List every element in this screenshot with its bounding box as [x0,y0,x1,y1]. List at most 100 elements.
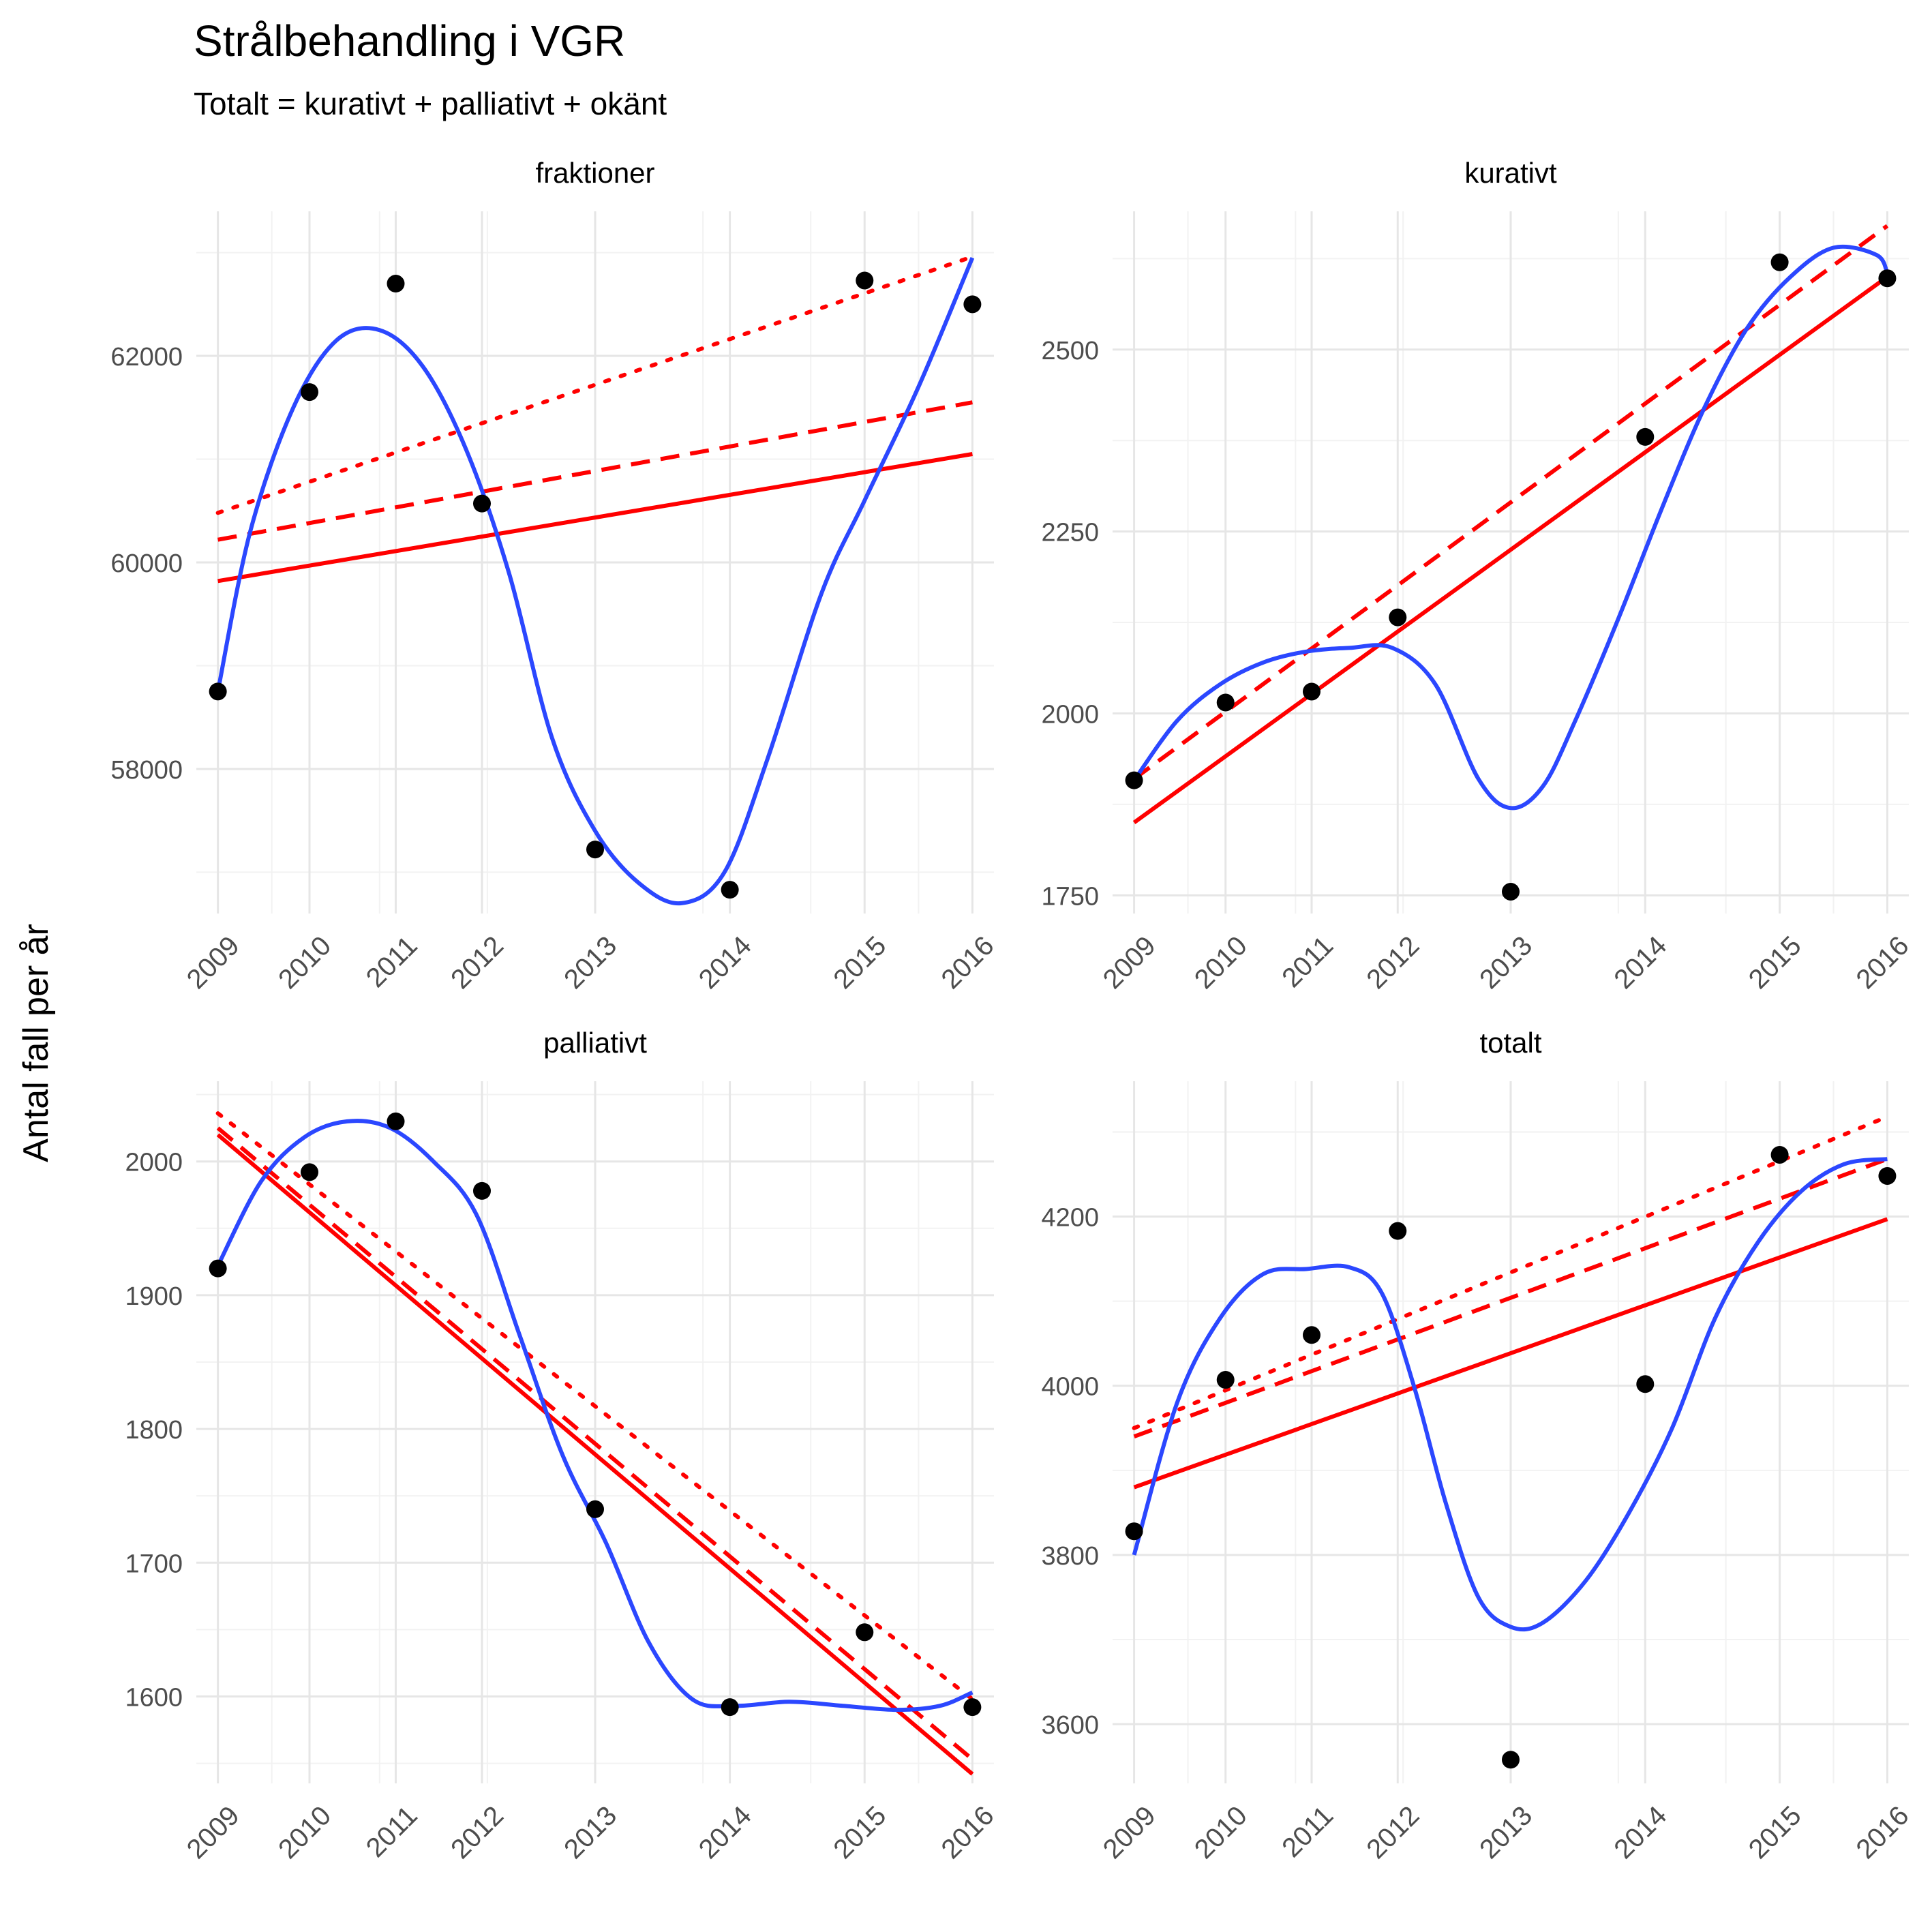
facet-grid: fraktioner 58000 60000 62000 2009 2010 2011 201… [110,157,1914,1865]
trend-line-dotted [215,254,975,515]
trend-line-solid [217,452,973,584]
smooth-curve [215,1119,973,1712]
y-tick-label: 2000 [1041,700,1099,729]
y-tick-label: 60000 [110,549,183,578]
x-tick-label: 2013 [558,931,622,995]
x-tick-label: 2011 [361,1800,423,1863]
y-tick-label: 3600 [1041,1711,1099,1740]
x-tick-label: 2010 [273,1800,337,1865]
x-tick-label: 2012 [1361,931,1425,995]
y-axis-label: Antal fall per år [16,924,56,1162]
data-point [1389,608,1407,627]
y-tick-label: 1800 [125,1416,183,1445]
y-tick-label: 2250 [1041,519,1099,547]
y-tick-label: 4000 [1041,1373,1099,1402]
trend-line-dashed [216,1126,974,1762]
y-tick-label: 2500 [1041,337,1099,365]
data-point [301,383,319,402]
smooth-curve [1132,244,1890,811]
data-point [209,682,227,701]
data-point [586,1500,604,1518]
y-tick-label: 4200 [1041,1204,1099,1233]
data-point [1636,427,1655,446]
y-tick-label: 3800 [1041,1542,1099,1571]
facet-kurativt: kurativt 1750 2000 2250 2500 2009 2010 2011 2012… [1041,157,1914,995]
trend-line-dotted [215,1111,975,1702]
x-tick-label: 2015 [1743,931,1807,995]
x-tick-label: 2016 [1851,931,1915,995]
trend-line-dotted [1132,1115,1890,1430]
data-point [1636,1375,1655,1393]
data-point [721,1698,739,1717]
x-tick-label: 2011 [1276,1800,1339,1863]
y-tick-label: 62000 [110,343,183,372]
x-tick-label: 2015 [1743,1800,1807,1865]
x-tick-label: 2014 [1608,931,1672,995]
trend-line-solid [1132,275,1889,825]
data-point [387,275,405,293]
x-tick-label: 2016 [936,931,1000,995]
data-point [472,1181,491,1200]
trend-line-solid [216,1133,974,1776]
data-point [1878,1166,1897,1185]
data-point [209,1259,227,1278]
x-tick-label: 2012 [445,1800,509,1865]
x-tick-label: 2011 [1276,931,1339,993]
x-tick-label: 2015 [828,931,892,995]
facet-strip-label: palliativt [543,1027,647,1059]
data-point [1878,269,1897,288]
data-point [1303,682,1320,701]
data-point [1389,1222,1407,1240]
x-tick-label: 2009 [1098,1800,1162,1865]
y-tick-label: 1900 [125,1282,183,1311]
x-tick-label: 2010 [1189,1800,1253,1865]
x-tick-label: 2013 [1474,931,1538,995]
trend-line-solid [1133,1217,1888,1490]
x-tick-label: 2010 [1189,931,1253,995]
trend-line-dashed [1133,1157,1888,1439]
data-point [472,494,491,513]
x-tick-label: 2014 [693,931,757,995]
data-point [963,1698,982,1717]
x-tick-label: 2011 [361,931,423,993]
smooth-curve [215,257,975,906]
data-point [963,295,982,314]
x-tick-label: 2010 [273,931,337,995]
x-tick-label: 2014 [1608,1800,1672,1865]
x-tick-label: 2012 [1361,1800,1425,1865]
y-tick-label: 58000 [110,756,183,785]
facet-strip-label: totalt [1479,1027,1541,1059]
facet-strip-label: fraktioner [535,157,654,189]
data-point [1770,1145,1789,1164]
facet-strip-label: kurativt [1464,157,1557,189]
data-point [1216,693,1235,712]
y-tick-label: 1600 [125,1683,183,1712]
facet-totalt: totalt 3600 3800 4000 4200 2009 2010 2011 2012 20… [1041,1027,1914,1865]
data-point [301,1163,319,1181]
data-point [856,1623,874,1642]
data-point [1125,1522,1143,1541]
data-point [1502,1751,1520,1769]
data-point [1502,882,1520,901]
data-point [721,881,739,899]
y-tick-label: 1750 [1041,882,1099,911]
x-tick-label: 2015 [828,1800,892,1865]
data-point [856,271,874,290]
data-point [387,1112,405,1130]
trend-line-dashed [1132,224,1889,781]
data-point [586,841,604,859]
x-tick-label: 2009 [181,931,245,995]
y-tick-label: 2000 [125,1149,183,1177]
x-tick-label: 2013 [1474,1800,1538,1865]
y-tick-label: 1700 [125,1550,183,1578]
x-tick-label: 2014 [693,1800,757,1865]
data-point [1303,1326,1320,1344]
x-tick-label: 2013 [558,1800,622,1865]
x-tick-label: 2012 [445,931,509,995]
x-tick-label: 2016 [1851,1800,1915,1865]
trend-line-dashed [217,400,973,542]
data-point [1125,771,1143,789]
x-tick-label: 2009 [181,1800,245,1865]
facet-palliativt: palliativt 1600 1700 1800 1900 2000 2009 2010 20… [125,1027,999,1865]
